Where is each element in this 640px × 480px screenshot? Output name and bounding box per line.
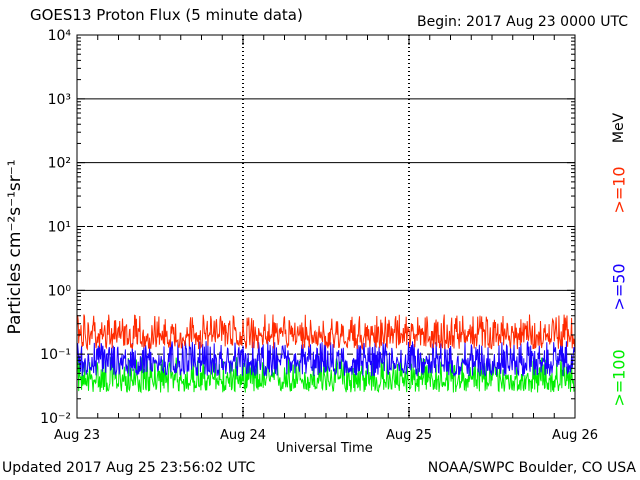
y-tick-label: 10⁻²	[40, 411, 71, 427]
y-tick-label: 10¹	[48, 220, 71, 236]
legend-series-10: >=10	[609, 166, 629, 214]
y-tick-label: 10³	[48, 92, 71, 108]
y-tick-label: 10⁻¹	[40, 347, 71, 363]
series-line-ge10	[76, 314, 575, 351]
legend-unit: MeV	[611, 112, 627, 144]
data-source: NOAA/SWPC Boulder, CO USA	[427, 460, 636, 476]
updated-timestamp: Updated 2017 Aug 25 23:56:02 UTC	[2, 460, 256, 476]
series-layer	[76, 314, 575, 394]
y-axis-label: Particles cm⁻²s⁻¹sr⁻¹	[5, 159, 25, 335]
begin-time: Begin: 2017 Aug 23 0000 UTC	[417, 14, 628, 30]
legend-series-50: >=50	[609, 263, 629, 311]
series-line-ge100	[76, 357, 575, 394]
chart-title: GOES13 Proton Flux (5 minute data)	[30, 6, 303, 24]
axis-ticks	[76, 34, 576, 419]
x-tick-label: Aug 26	[552, 428, 598, 443]
x-tick-label: Aug 24	[220, 428, 266, 443]
x-tick-label: Aug 23	[54, 428, 100, 443]
y-tick-label: 10⁴	[48, 28, 72, 44]
grid	[77, 35, 575, 418]
y-tick-label: 10⁰	[48, 283, 72, 299]
series-line-ge50	[76, 341, 575, 378]
x-tick-label: Aug 25	[386, 428, 432, 443]
y-tick-label: 10²	[48, 156, 71, 172]
x-axis-label: Universal Time	[276, 441, 373, 456]
legend-series-100: >=100	[609, 349, 629, 407]
